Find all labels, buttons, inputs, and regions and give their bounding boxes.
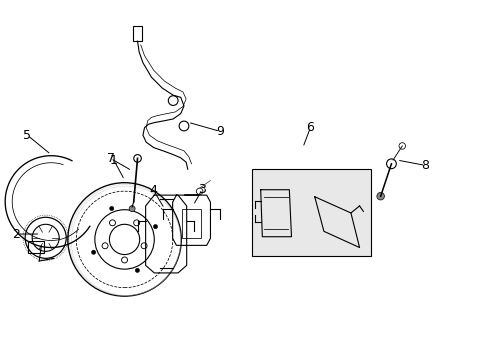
Text: 6: 6	[306, 121, 314, 134]
Text: 7: 7	[106, 152, 114, 165]
Bar	[182, 209, 201, 238]
Circle shape	[129, 206, 135, 212]
Circle shape	[109, 206, 114, 211]
Text: 9: 9	[216, 125, 224, 138]
Circle shape	[91, 250, 96, 255]
Text: 1: 1	[110, 153, 118, 167]
Text: 3: 3	[198, 183, 206, 196]
Text: 2: 2	[13, 228, 20, 240]
Circle shape	[153, 224, 157, 229]
Text: 5: 5	[23, 129, 31, 141]
Circle shape	[135, 268, 139, 273]
Bar	[133, 26, 142, 41]
Text: 8: 8	[421, 159, 428, 172]
Bar	[251, 168, 371, 256]
Text: 4: 4	[149, 184, 157, 197]
Bar	[28, 241, 43, 253]
Circle shape	[376, 193, 384, 200]
